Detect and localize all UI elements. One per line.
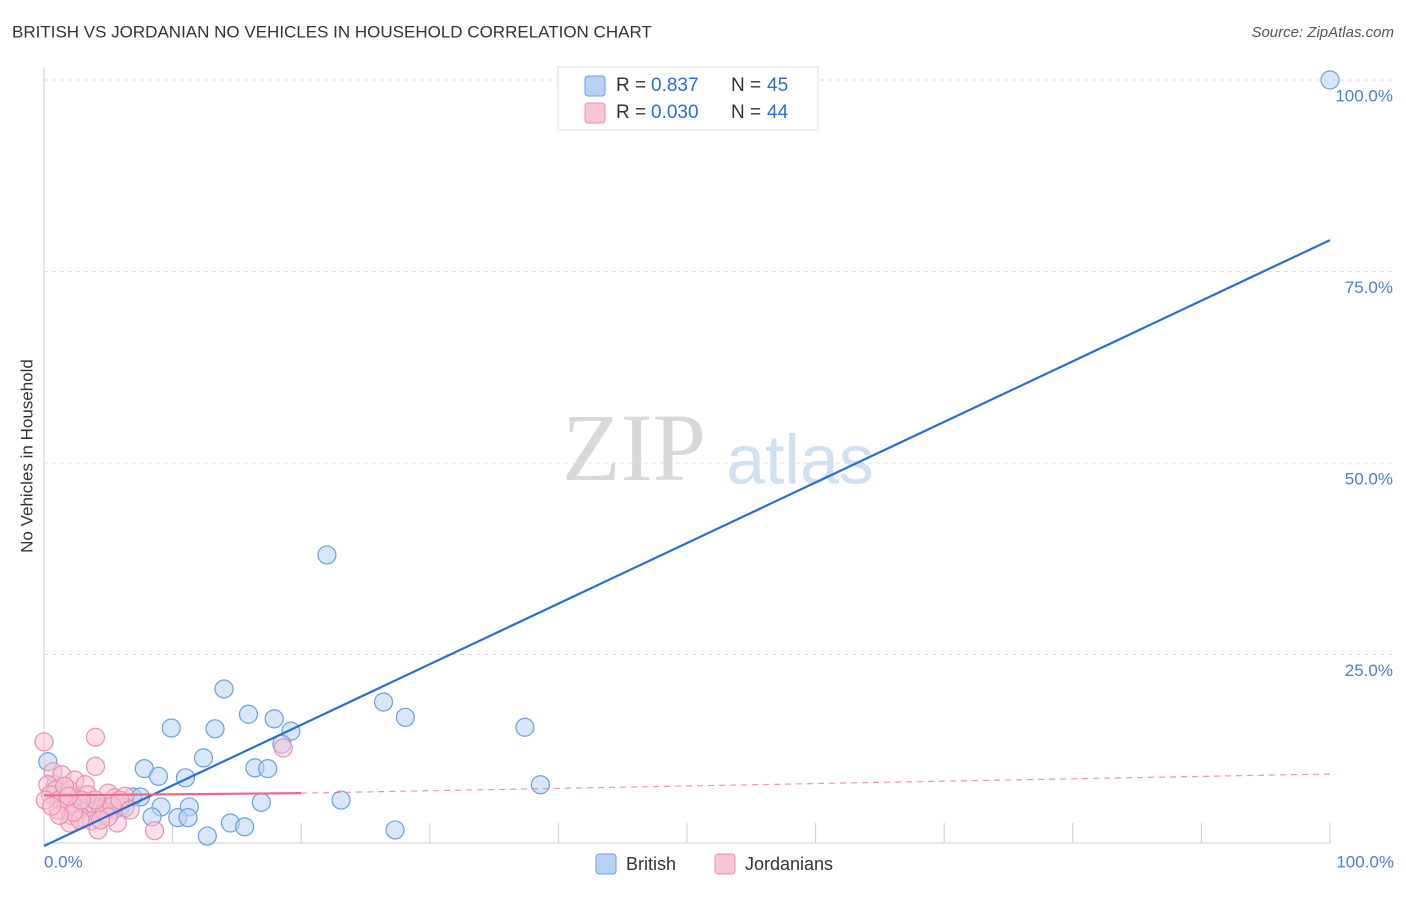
scatter-point [273, 738, 293, 758]
scatter-point [144, 821, 165, 841]
scatter-point [42, 796, 62, 816]
scatter-point [238, 704, 259, 724]
scatter-point [197, 826, 217, 846]
scatter-point [148, 766, 169, 786]
scatter-point [120, 800, 140, 820]
trend-line [301, 773, 1331, 794]
x-tick-label: 100.0% [1336, 852, 1394, 871]
y-tick-label: 25.0% [1345, 661, 1393, 680]
y-tick-label: 100.0% [1335, 86, 1393, 105]
scatter-point [317, 545, 337, 565]
scatter-point [1320, 70, 1340, 90]
scatter-point [385, 820, 405, 840]
scatter-point [264, 709, 284, 729]
x-tick-label: 0.0% [44, 852, 83, 871]
source: Source: ZipAtlas.com [1251, 24, 1394, 41]
scatter-point [34, 732, 54, 752]
legend-swatch [714, 853, 736, 875]
legend-label: R = [616, 75, 646, 96]
scatter-point [258, 759, 278, 779]
chart-title: BRITISH VS JORDANIAN NO VEHICLES IN HOUS… [12, 22, 652, 41]
legend-label: R = [616, 102, 646, 123]
trend-line [43, 239, 1331, 847]
trend-line [43, 792, 302, 797]
scatter-point [178, 808, 198, 828]
legend-n: 44 [767, 102, 789, 123]
watermark: ZIP [562, 394, 706, 501]
scatter-point [373, 692, 394, 712]
scatter-point [193, 748, 214, 768]
scatter-point [175, 768, 196, 788]
legend-swatch [595, 853, 617, 875]
scatter-point [251, 792, 271, 812]
y-axis-label: No Vehicles in Household [17, 359, 36, 553]
y-tick-label: 50.0% [1345, 469, 1393, 488]
scatter-point [205, 719, 225, 739]
watermark: atlas [726, 420, 874, 498]
scatter-point [331, 790, 351, 810]
scatter-point [530, 775, 550, 795]
legend-swatch [584, 75, 606, 97]
legend-label: N = [731, 75, 761, 96]
legend-entry: British [626, 854, 676, 874]
legend-n: 45 [767, 75, 788, 96]
scatter-point [235, 817, 255, 837]
legend-r: 0.030 [651, 102, 699, 123]
legend-label: N = [731, 102, 761, 123]
legend-r: 0.837 [651, 75, 699, 96]
y-tick-label: 75.0% [1345, 278, 1393, 297]
scatter-point [515, 717, 535, 737]
scatter-point [85, 727, 106, 747]
scatter-point [85, 756, 106, 776]
scatter-point [214, 679, 234, 699]
legend-swatch [584, 102, 606, 124]
scatter-point [161, 718, 181, 738]
legend-entry: Jordanians [745, 854, 833, 874]
scatter-point [395, 707, 415, 727]
